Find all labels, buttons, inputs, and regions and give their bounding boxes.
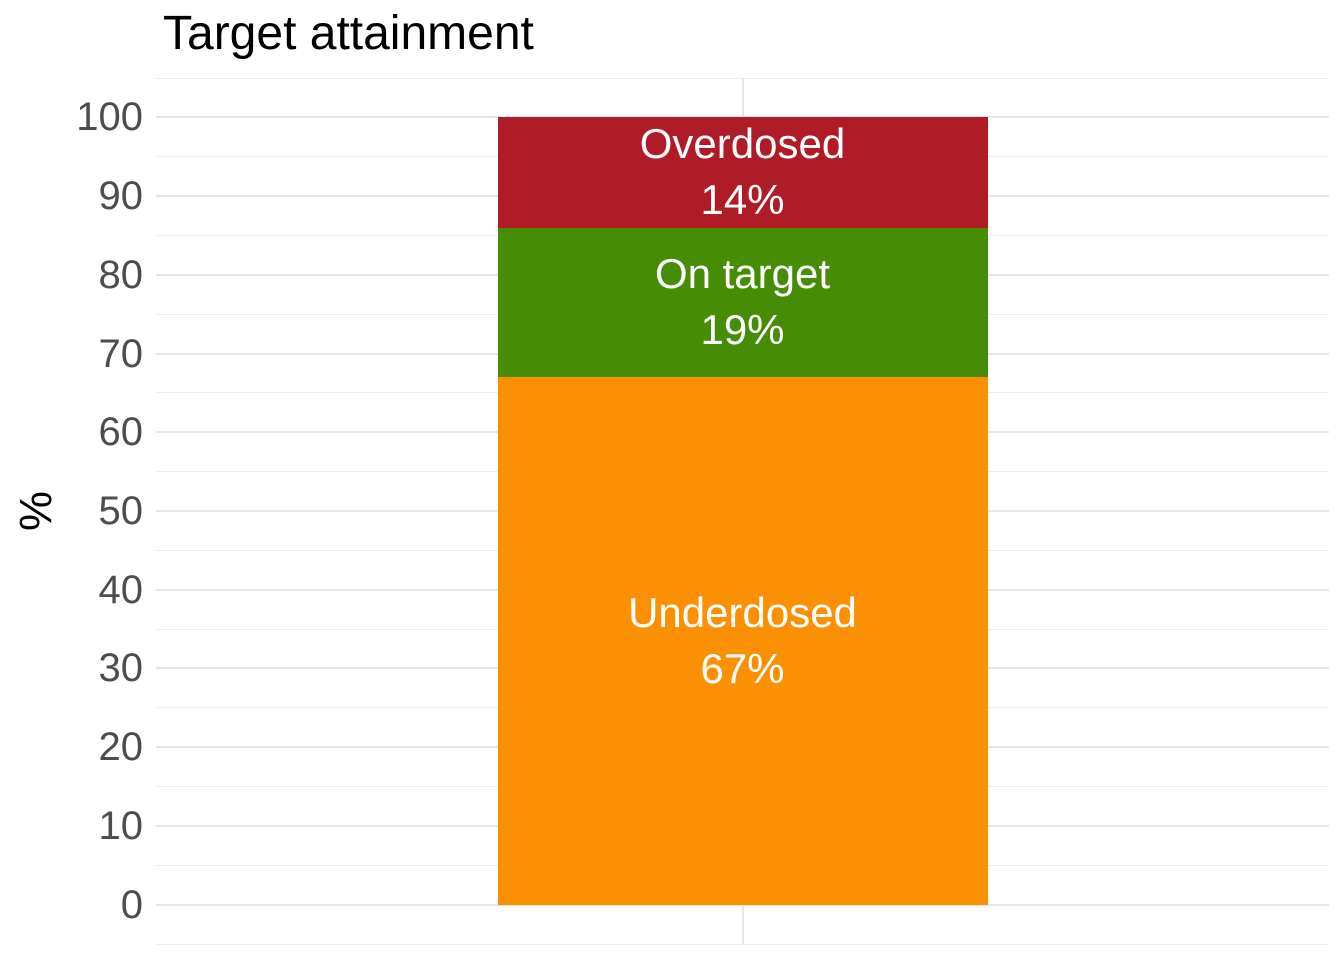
plot-panel: Underdosed 67% On target 19% Overdosed 14% bbox=[156, 77, 1329, 945]
y-axis-tick-label: 50 bbox=[98, 489, 144, 533]
segment-label-value: 67% bbox=[700, 644, 785, 692]
y-axis-tick-label: 10 bbox=[98, 803, 144, 848]
bar-segment-on-target: On target 19% bbox=[497, 227, 988, 378]
segment-label-name: Overdosed bbox=[639, 120, 846, 168]
segment-label-name: On target bbox=[654, 250, 831, 298]
chart-title: Target attainment bbox=[163, 7, 534, 60]
y-axis-tick-label: 20 bbox=[98, 725, 144, 770]
bar-segment-overdosed: Overdosed 14% bbox=[497, 117, 988, 228]
y-axis-tick-label: 0 bbox=[120, 882, 143, 927]
bar-segment-underdosed: Underdosed 67% bbox=[497, 377, 988, 905]
segment-label-value: 14% bbox=[700, 176, 785, 224]
segment-label-value: 19% bbox=[700, 306, 785, 354]
y-axis-tick-label: 40 bbox=[98, 567, 144, 612]
y-axis-tick-label: 90 bbox=[98, 174, 144, 219]
y-axis-tick-label: 60 bbox=[98, 410, 144, 455]
y-axis-tick-label: 30 bbox=[98, 646, 144, 691]
y-axis-tick-label: 80 bbox=[98, 252, 144, 297]
y-axis-tick-label: 100 bbox=[76, 95, 143, 140]
y-axis-tick-label: 70 bbox=[98, 331, 144, 376]
segment-label-name: Underdosed bbox=[628, 588, 857, 636]
gridline-minor bbox=[156, 943, 1329, 945]
